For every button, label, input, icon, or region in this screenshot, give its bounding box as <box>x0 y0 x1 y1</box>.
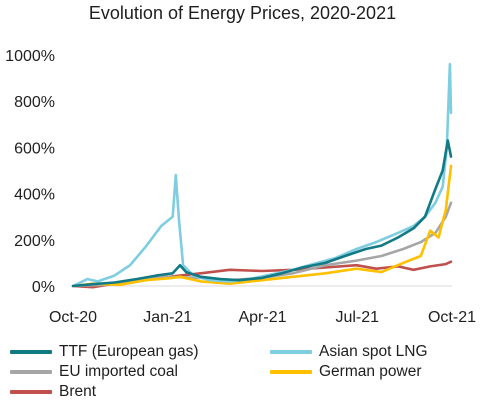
x-tick-label: Jan-21 <box>143 309 192 326</box>
x-tick-label: Oct-20 <box>49 309 97 326</box>
legend-item: TTF (European gas) <box>10 343 199 361</box>
legend-item: Asian spot LNG <box>270 343 428 361</box>
legend-swatch <box>10 350 52 354</box>
legend-label: EU imported coal <box>59 363 178 380</box>
y-tick-label: 0% <box>32 279 55 296</box>
legend-item: German power <box>270 363 422 381</box>
legend-item: EU imported coal <box>10 363 178 381</box>
legend-item: Brent <box>10 383 96 401</box>
legend-label: TTF (European gas) <box>59 343 199 360</box>
legend-label: Brent <box>59 383 97 400</box>
series-line-german-power <box>71 164 453 288</box>
legend-swatch <box>10 390 52 394</box>
series-line-eu-imported-coal <box>71 201 453 288</box>
x-tick-label: Apr-21 <box>238 309 286 326</box>
y-tick-label: 200% <box>14 233 55 250</box>
y-tick-label: 1000% <box>5 48 55 65</box>
legend: TTF (European gas) Asian spot LNG EU impor… <box>10 343 480 401</box>
series-line-ttf-european-gas <box>71 139 453 288</box>
legend-label: Asian spot LNG <box>319 343 428 360</box>
y-tick-label: 400% <box>14 187 55 204</box>
legend-swatch <box>270 370 312 374</box>
plot-area: 0% 200% 400% 600% 800% 1000% Oct-20 Jan-21 Apr-2… <box>5 48 476 326</box>
legend-swatch <box>10 370 52 374</box>
x-tick-label: Jul-21 <box>335 309 379 326</box>
y-tick-label: 800% <box>14 94 55 111</box>
x-tick-label: Oct-21 <box>428 309 476 326</box>
y-tick-label: 600% <box>14 140 55 157</box>
chart-title: Evolution of Energy Prices, 2020-2021 <box>88 3 397 23</box>
legend-label: German power <box>319 363 422 380</box>
legend-swatch <box>270 350 312 354</box>
